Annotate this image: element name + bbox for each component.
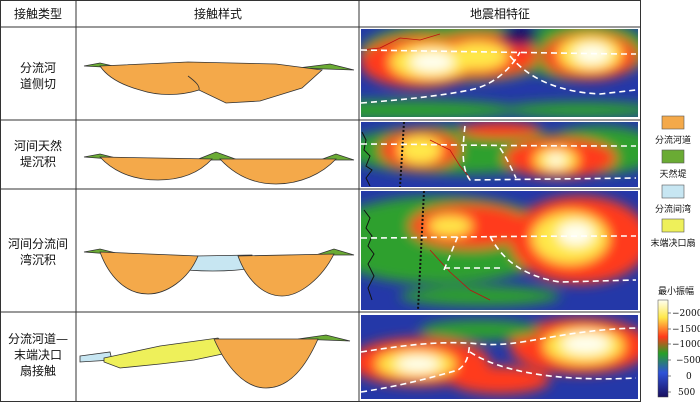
legend-swatch — [661, 218, 685, 233]
amplitude-colorbar: 最小振幅 −2000 −1500 −1000 −500 0 500 — [657, 285, 700, 398]
legend-label: 末端决口扇 — [650, 237, 695, 249]
header-style: 接触样式 — [194, 6, 242, 21]
colorbar-tick: 500 — [678, 388, 695, 398]
row-label-line: 湾沉积 — [20, 252, 56, 267]
colorbar-tick: 0 — [686, 372, 692, 382]
colorbar-tick: −1500 — [672, 325, 700, 335]
legend-swatch — [661, 149, 685, 164]
seismic-panel-3 — [361, 191, 638, 310]
colorbar-gradient — [657, 299, 669, 398]
legend-item-bay: 分流间湾 — [655, 184, 691, 215]
row-label-line: 分流河道— — [8, 332, 68, 346]
style-diagram-4 — [79, 334, 351, 389]
colorbar-title: 最小振幅 — [658, 285, 694, 297]
row-label-line: 道侧切 — [20, 77, 56, 91]
style-diagram-3 — [83, 248, 355, 297]
legend: 分流河道 天然堤 分流间湾 末端决口扇 — [650, 115, 696, 249]
row-label-3: 河间分流间 湾沉积 — [8, 237, 68, 267]
row-label-line: 分流河 — [20, 61, 56, 75]
legend-item-levee: 天然堤 — [659, 149, 687, 180]
row-label-line: 河间分流间 — [8, 237, 68, 251]
row-label-line: 扇接触 — [20, 363, 56, 378]
seismic-panel-2 — [361, 122, 638, 187]
seismic-panel-1 — [361, 29, 638, 117]
row-label-4: 分流河道— 末端决口 扇接触 — [8, 332, 68, 378]
row-label-line: 末端决口 — [14, 348, 62, 362]
header-seismic: 地震相特征 — [470, 6, 530, 21]
row-label-2: 河间天然 堤沉积 — [14, 138, 62, 169]
legend-swatch — [661, 115, 685, 130]
legend-item-splay: 末端决口扇 — [650, 218, 696, 249]
header-type: 接触类型 — [14, 6, 62, 21]
legend-label: 分流河道 — [655, 134, 691, 146]
legend-label: 分流间湾 — [655, 203, 691, 215]
colorbar-tick: −1000 — [672, 340, 700, 350]
table-frame — [0, 0, 641, 402]
legend-item-channel: 分流河道 — [655, 115, 691, 146]
seismic-panel-4 — [361, 315, 638, 399]
row-label-1: 分流河 道侧切 — [20, 61, 56, 91]
style-diagram-2 — [83, 151, 355, 185]
row-label-line: 堤沉积 — [20, 155, 56, 169]
row-label-line: 河间天然 — [14, 138, 62, 153]
colorbar-tick: −500 — [676, 356, 700, 366]
legend-label: 天然堤 — [659, 168, 686, 180]
style-diagram-1 — [83, 61, 355, 104]
legend-swatch — [661, 184, 685, 199]
colorbar-tick: −2000 — [672, 309, 700, 319]
